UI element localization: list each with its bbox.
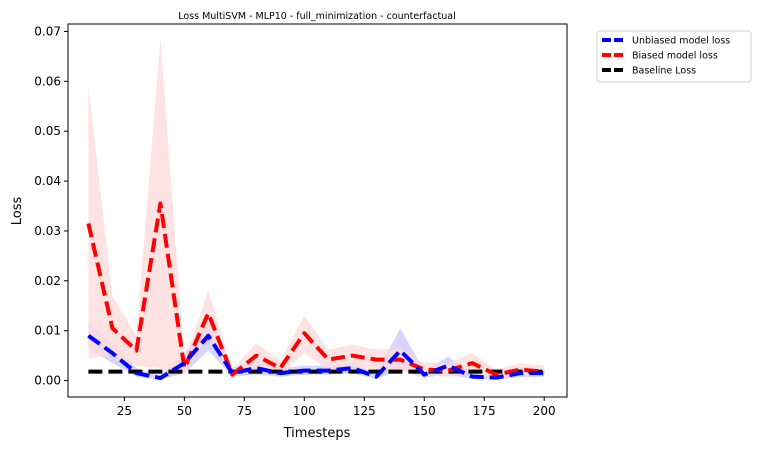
x-tick-label: 50: [177, 404, 192, 418]
y-tick-label: 0.06: [34, 74, 61, 88]
chart-title: Loss MultiSVM - MLP10 - full_minimizatio…: [178, 11, 456, 22]
y-axis-ticks: 0.00 0.01 0.02 0.03 0.04 0.05 0.06 0.07: [34, 24, 68, 388]
x-tick-label: 25: [117, 404, 132, 418]
biased-model-loss-line: [86, 201, 545, 377]
legend-label: Biased model loss: [632, 51, 718, 62]
legend-label: Unbiased model loss: [632, 36, 730, 47]
x-tick-label: 150: [413, 404, 436, 418]
x-tick-label: 100: [293, 404, 316, 418]
y-tick-label: 0.07: [34, 24, 61, 38]
x-axis-label: Timesteps: [283, 426, 351, 441]
legend-box: [596, 30, 752, 83]
x-tick-label: 175: [473, 404, 496, 418]
unbiased-model-loss-line: [87, 333, 545, 381]
y-tick-label: 0.03: [34, 224, 61, 238]
biased-model-loss-band: [88, 39, 545, 379]
legend-label: Baseline Loss: [632, 66, 696, 77]
y-axis-label: Loss: [10, 197, 25, 226]
y-tick-label: 0.05: [34, 124, 61, 138]
y-tick-label: 0.01: [34, 324, 61, 338]
plot-frame: [67, 23, 568, 398]
y-tick-label: 0.04: [34, 174, 61, 188]
x-tick-label: 75: [237, 404, 252, 418]
series-lines: [86, 201, 545, 381]
x-tick-label: 200: [533, 404, 556, 418]
y-tick-label: 0.02: [34, 274, 61, 288]
x-axis-ticks: 25 50 75 100 125 150 175 200: [117, 397, 556, 418]
legend: Unbiased model loss Biased model loss Base…: [596, 30, 752, 83]
y-tick-label: 0.00: [34, 374, 61, 388]
x-tick-label: 125: [353, 404, 376, 418]
confidence-bands: [88, 39, 545, 380]
